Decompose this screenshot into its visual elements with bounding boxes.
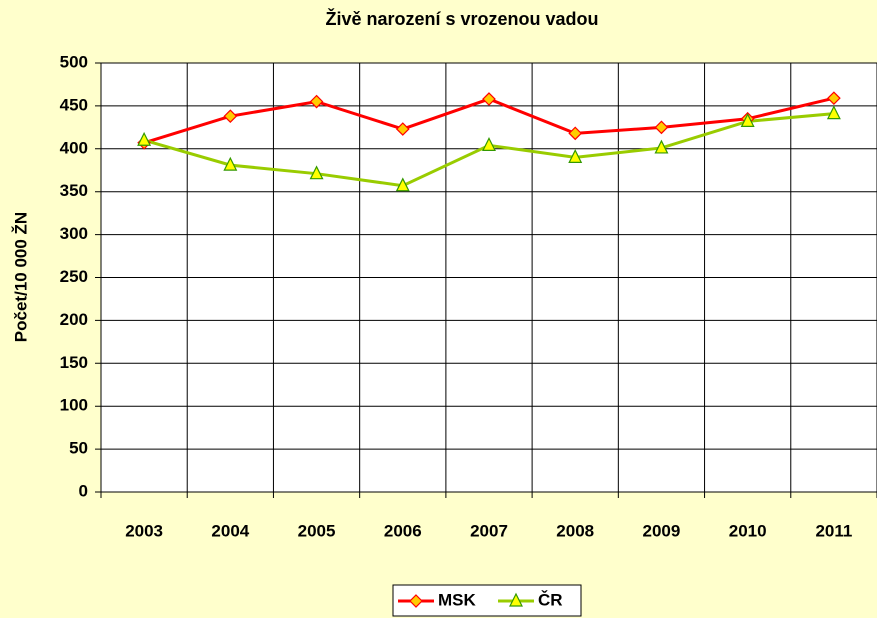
y-tick-label: 350	[60, 181, 88, 200]
marker	[395, 122, 410, 136]
x-tick-label: 2004	[211, 521, 249, 540]
marker	[482, 137, 496, 151]
y-tick-label: 150	[60, 353, 88, 372]
marker	[740, 113, 755, 127]
y-tick-label: 100	[60, 396, 88, 415]
marker	[654, 139, 669, 154]
legend-label: ČR	[538, 590, 563, 609]
y-tick-label: 250	[60, 267, 88, 286]
marker	[654, 120, 669, 135]
y-tick-label: 300	[60, 224, 88, 243]
y-axis-label: Počet/10 000 ŽN	[11, 212, 30, 342]
y-tick-label: 500	[60, 52, 88, 71]
marker	[568, 126, 583, 141]
marker	[395, 177, 410, 192]
marker	[223, 109, 238, 124]
x-tick-label: 2007	[470, 521, 508, 540]
marker	[309, 165, 324, 180]
y-tick-label: 50	[69, 439, 88, 458]
marker	[509, 592, 523, 607]
y-tick-label: 450	[60, 95, 88, 114]
x-tick-label: 2006	[384, 521, 422, 540]
marker	[409, 594, 423, 608]
marker	[568, 149, 583, 163]
marker	[309, 94, 324, 109]
marker	[826, 105, 841, 120]
legend-label: MSK	[438, 590, 477, 609]
x-tick-label: 2009	[643, 521, 681, 540]
y-tick-label: 400	[60, 138, 88, 157]
marker	[827, 91, 841, 106]
x-tick-label: 2008	[556, 521, 594, 540]
y-tick-label: 0	[79, 481, 88, 500]
x-tick-label: 2010	[729, 521, 767, 540]
x-tick-label: 2005	[298, 521, 336, 540]
marker	[223, 156, 238, 171]
chart-title: Živě narození s vrozenou vadou	[325, 8, 598, 29]
x-tick-label: 2011	[815, 521, 852, 540]
marker	[137, 131, 152, 146]
marker	[482, 92, 496, 106]
y-tick-label: 200	[60, 310, 88, 329]
x-tick-label: 2003	[125, 521, 163, 540]
